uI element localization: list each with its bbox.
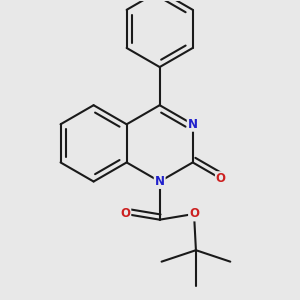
Text: N: N: [155, 175, 165, 188]
Text: N: N: [188, 118, 198, 131]
Text: O: O: [216, 172, 226, 185]
Text: O: O: [120, 208, 130, 220]
Text: O: O: [189, 208, 199, 220]
